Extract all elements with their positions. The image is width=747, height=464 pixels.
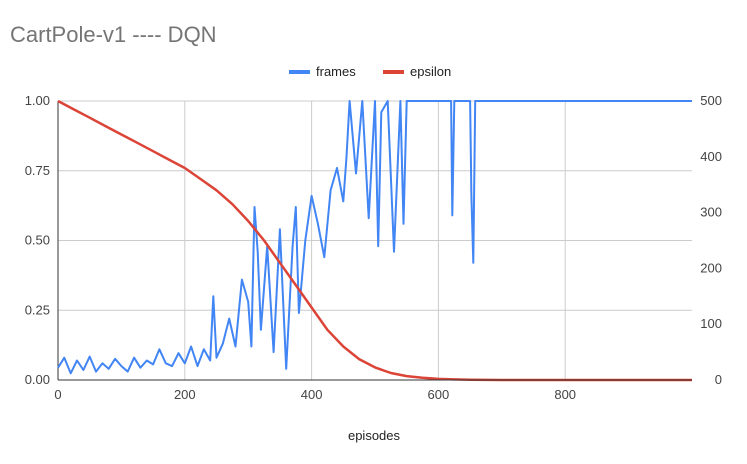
y-left-tick-label: 0.00 [25,372,50,387]
right-y-axis: 0 100 200 300 400 500 [700,93,722,387]
y-right-tick-label: 0 [715,372,722,387]
y-left-tick-label: 0.75 [25,163,50,178]
series-line-frames [57,100,692,375]
left-y-axis: 0.00 0.25 0.50 0.75 1.00 [25,93,50,387]
y-right-tick-label: 200 [700,260,722,275]
x-tick-label: 200 [174,387,196,402]
legend-label-epsilon: epsilon [410,64,451,79]
legend: frames epsilon [289,64,451,79]
y-right-tick-label: 100 [700,316,722,331]
x-tick-label: 400 [301,387,323,402]
x-axis: 0 200 400 600 800 [54,387,576,402]
x-tick-label: 600 [428,387,450,402]
y-left-tick-label: 0.50 [25,233,50,248]
legend-label-frames: frames [316,64,356,79]
y-left-tick-label: 0.25 [25,302,50,317]
x-tick-label: 800 [554,387,576,402]
x-axis-title: episodes [348,428,401,443]
x-tick-label: 0 [54,387,61,402]
y-right-tick-label: 400 [700,149,722,164]
y-left-tick-label: 1.00 [25,93,50,108]
y-right-tick-label: 500 [700,93,722,108]
y-right-tick-label: 300 [700,205,722,220]
chart-title: CartPole-v1 ---- DQN [10,22,217,47]
